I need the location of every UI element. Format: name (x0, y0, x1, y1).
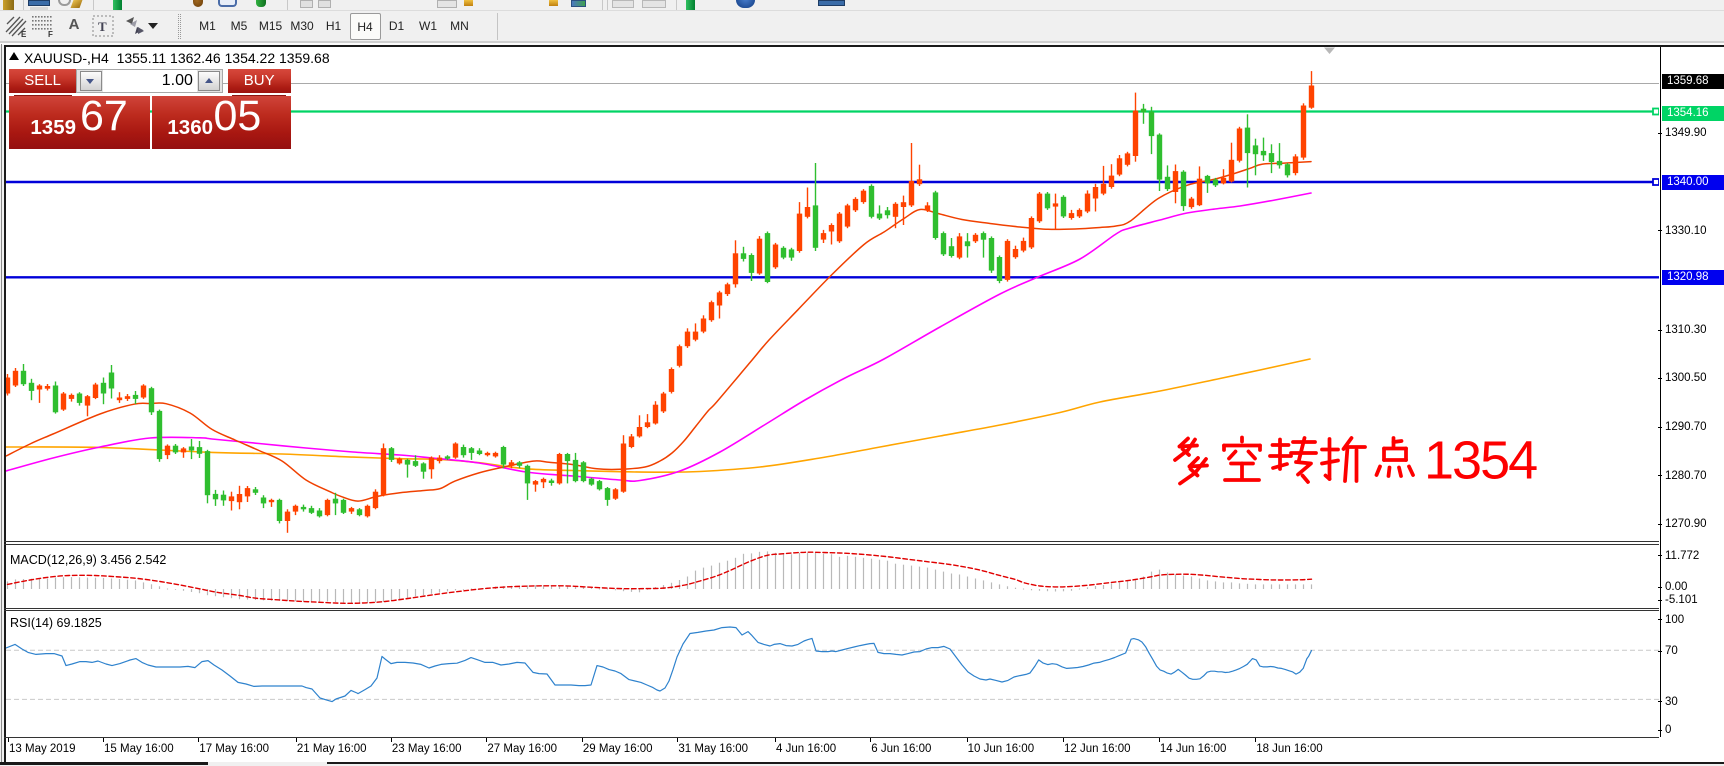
svg-text:E: E (21, 30, 27, 38)
svg-text:T: T (98, 19, 107, 34)
svg-text:1354: 1354 (1424, 431, 1537, 491)
svg-text:F: F (48, 30, 53, 38)
